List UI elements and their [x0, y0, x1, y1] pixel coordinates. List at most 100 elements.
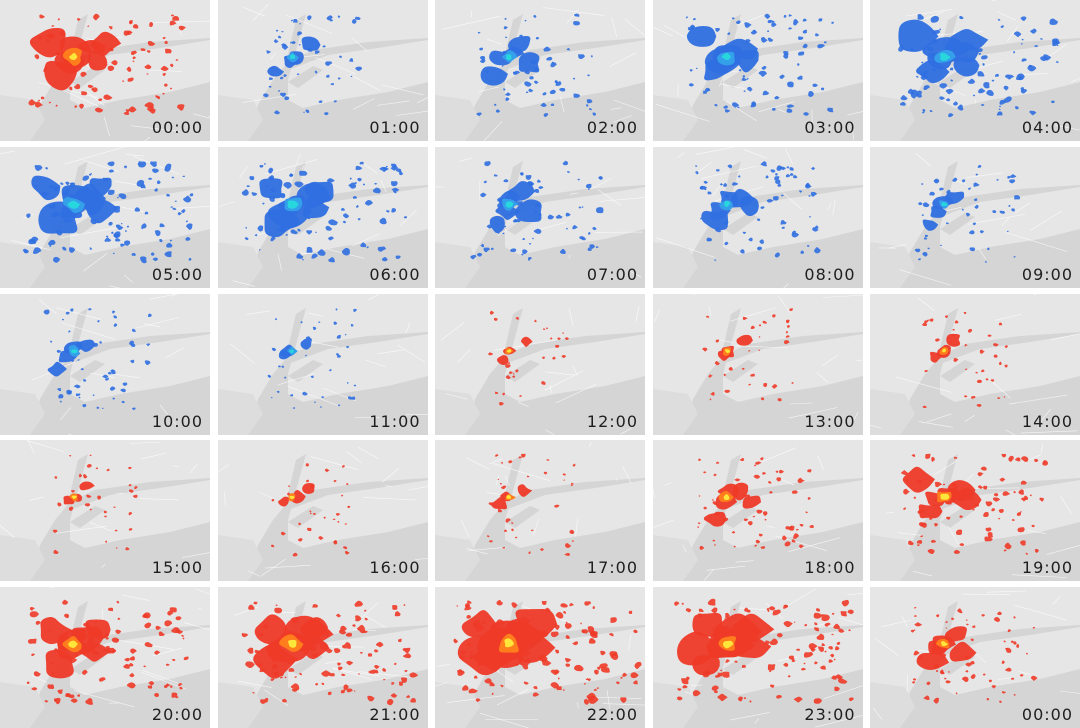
density-speck [75, 392, 81, 396]
density-speck [346, 688, 353, 693]
density-speck [743, 518, 748, 522]
density-speck [913, 629, 916, 631]
density-speck [1003, 85, 1009, 91]
density-speck [1031, 525, 1035, 528]
density-speck [33, 671, 41, 677]
density-speck [620, 676, 623, 679]
density-speck [944, 314, 948, 318]
density-speck [608, 633, 614, 637]
density-speck [981, 55, 988, 60]
density-speck [813, 246, 821, 254]
east-river [287, 212, 323, 235]
density-core [941, 202, 948, 206]
density-speck [559, 87, 566, 92]
road-line [31, 674, 48, 683]
density-speck [507, 361, 511, 364]
density-speck [733, 545, 736, 548]
density-speck [128, 528, 133, 531]
density-cluster [953, 57, 980, 77]
density-speck [57, 18, 60, 21]
road-line [217, 464, 229, 473]
road-line [610, 52, 637, 67]
mainland-land [0, 440, 210, 582]
density-speck [569, 529, 575, 535]
density-cluster [85, 619, 111, 639]
density-speck [731, 102, 739, 108]
density-speck [1005, 74, 1015, 80]
density-speck [566, 48, 570, 51]
density-speck [731, 181, 738, 186]
road-line [628, 269, 642, 278]
density-speck [998, 361, 1002, 365]
density-speck [172, 207, 177, 210]
density-speck [142, 613, 149, 618]
density-speck [599, 176, 602, 179]
density-speck [540, 548, 544, 552]
density-speck [313, 400, 316, 403]
density-speck [578, 206, 582, 209]
density-map [0, 440, 210, 582]
density-speck [483, 247, 490, 252]
density-speck [998, 321, 1003, 325]
road-line [706, 566, 745, 571]
density-speck [53, 549, 59, 555]
density-speck [282, 181, 292, 189]
density-speck [352, 195, 356, 199]
density-speck [997, 396, 1001, 399]
road-line [11, 239, 51, 250]
density-speck [779, 219, 787, 225]
road-line [86, 91, 105, 107]
density-cluster [729, 613, 774, 645]
density-speck [971, 625, 976, 628]
density-speck [566, 170, 570, 173]
density-speck [345, 660, 353, 666]
density-speck [746, 609, 750, 613]
road-line [27, 440, 35, 454]
density-speck [739, 248, 745, 254]
density-speck [776, 183, 781, 187]
density-speck [488, 540, 493, 543]
road-line [1022, 73, 1048, 75]
density-speck [975, 371, 978, 373]
time-label: 15:00 [151, 558, 203, 578]
density-speck [115, 629, 122, 634]
density-speck [550, 103, 555, 107]
density-speck [696, 526, 699, 529]
density-speck [105, 540, 108, 543]
density-speck [1003, 549, 1007, 552]
density-speck [189, 192, 194, 197]
road-line [873, 707, 883, 720]
density-speck [778, 74, 785, 79]
density-speck [292, 18, 298, 23]
density-speck [28, 99, 37, 106]
density-speck [998, 509, 1004, 514]
density-speck [484, 160, 491, 166]
density-speck [971, 395, 976, 399]
density-core [70, 348, 78, 353]
mainland-land [217, 293, 428, 435]
density-speck [340, 207, 345, 211]
density-cluster [734, 49, 759, 73]
road-line [505, 476, 510, 486]
density-speck [244, 236, 249, 240]
density-speck [765, 175, 768, 179]
density-speck [541, 658, 552, 666]
density-speck [573, 20, 580, 26]
road-line [831, 199, 835, 215]
density-speck [52, 529, 58, 534]
density-speck [709, 398, 711, 400]
density-speck [1020, 480, 1027, 485]
density-speck [774, 172, 778, 176]
density-map [217, 0, 428, 141]
density-speck [1021, 38, 1024, 41]
density-speck [293, 181, 304, 188]
density-speck [903, 489, 910, 495]
density-speck [147, 685, 153, 689]
road-line [624, 18, 645, 36]
density-map [217, 587, 428, 728]
density-speck [1001, 660, 1006, 664]
road-line [568, 307, 574, 327]
density-speck [319, 405, 322, 408]
density-cluster [949, 641, 977, 662]
density-speck [382, 679, 385, 681]
